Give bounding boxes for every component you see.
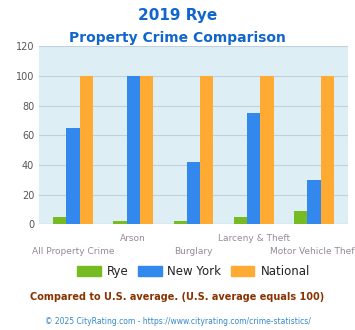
Bar	[294, 211, 307, 224]
Text: All Property Crime: All Property Crime	[32, 247, 114, 256]
Bar	[140, 76, 153, 224]
Text: © 2025 CityRating.com - https://www.cityrating.com/crime-statistics/: © 2025 CityRating.com - https://www.city…	[45, 317, 310, 326]
Text: Motor Vehicle Theft: Motor Vehicle Theft	[270, 247, 355, 256]
Bar	[174, 221, 187, 224]
Bar	[247, 113, 260, 224]
Bar	[200, 76, 213, 224]
Bar	[307, 180, 321, 224]
Bar	[53, 217, 66, 224]
Text: 2019 Rye: 2019 Rye	[138, 8, 217, 23]
Bar	[80, 76, 93, 224]
Bar	[127, 76, 140, 224]
Bar	[66, 128, 80, 224]
Legend: Rye, New York, National: Rye, New York, National	[72, 260, 315, 283]
Text: Burglary: Burglary	[174, 247, 213, 256]
Bar	[321, 76, 334, 224]
Bar	[113, 221, 127, 224]
Bar	[187, 162, 200, 224]
Text: Arson: Arson	[120, 234, 146, 243]
Text: Larceny & Theft: Larceny & Theft	[218, 234, 290, 243]
Bar	[234, 217, 247, 224]
Text: Compared to U.S. average. (U.S. average equals 100): Compared to U.S. average. (U.S. average …	[31, 292, 324, 302]
Text: Property Crime Comparison: Property Crime Comparison	[69, 31, 286, 45]
Bar	[260, 76, 274, 224]
